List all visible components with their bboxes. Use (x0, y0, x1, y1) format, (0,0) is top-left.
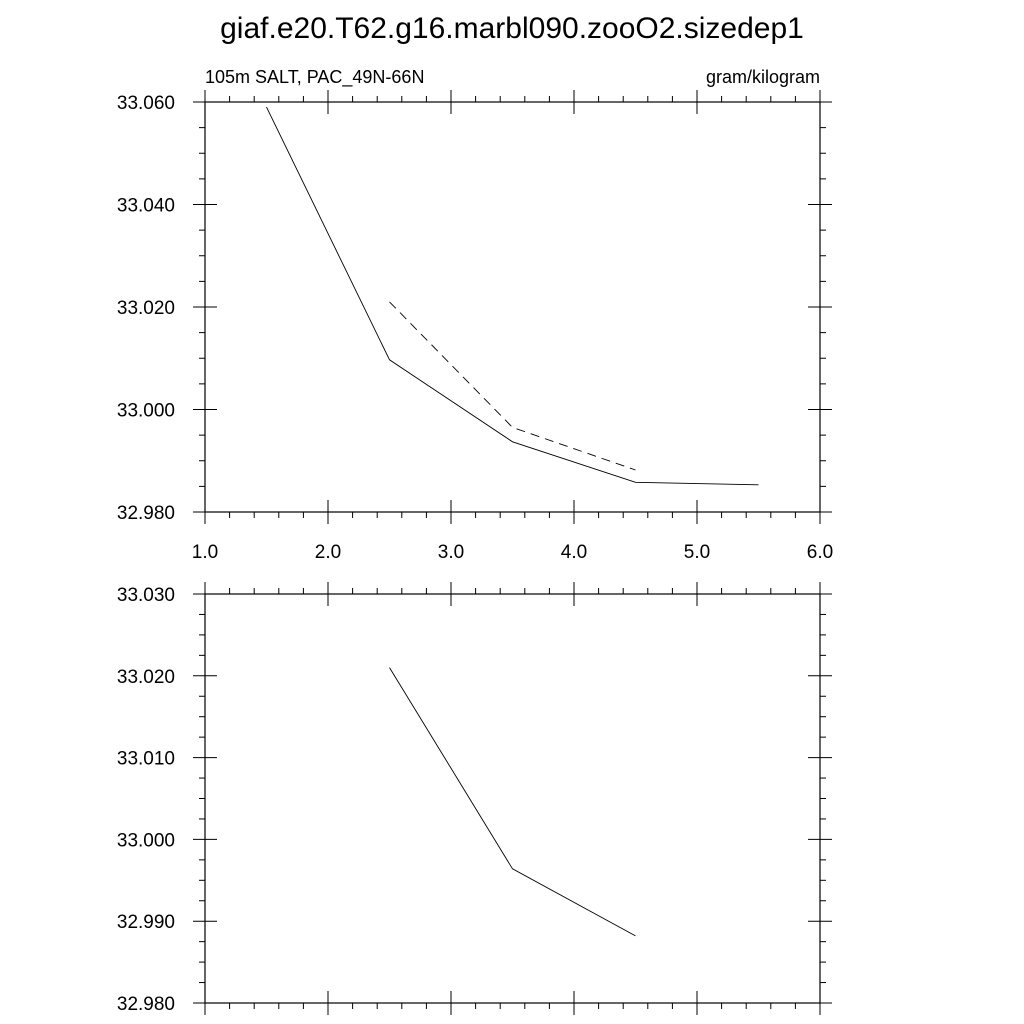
top-series-line-dashed (389, 301, 636, 471)
bottom-series-line-solid (389, 667, 636, 937)
bottom-panel: 32.980 32.990 33.000 33.010 33.020 33.030 (117, 582, 832, 1015)
top-x-tick-label: 2.0 (315, 542, 341, 563)
bottom-y-tick-label: 33.030 (117, 585, 175, 606)
chart-title: giaf.e20.T62.g16.marbl090.zooO2.sizedep1 (220, 12, 804, 45)
top-panel: 105m SALT, PAC_49N-66N gram/kilogram 32.… (117, 67, 833, 563)
top-y-tick-label: 33.020 (117, 298, 175, 319)
top-x-tick-label: 3.0 (438, 542, 464, 563)
bottom-y-tick-label: 33.000 (117, 830, 175, 851)
top-y-tick-label: 33.040 (117, 196, 175, 217)
bottom-y-tick-label: 33.020 (117, 667, 175, 688)
bottom-y-tick-label: 33.010 (117, 749, 175, 770)
top-x-tick-label: 4.0 (561, 542, 587, 563)
top-panel-left-label: 105m SALT, PAC_49N-66N (205, 67, 424, 88)
bottom-y-tick-label: 32.990 (117, 912, 175, 933)
top-x-tick-label: 1.0 (192, 542, 218, 563)
top-y-tick-label: 33.000 (117, 401, 175, 422)
top-x-tick-label: 5.0 (684, 542, 710, 563)
bottom-plot-frame (204, 593, 821, 1004)
top-y-tick-label: 33.060 (117, 93, 175, 114)
top-series-line-solid (266, 106, 759, 486)
top-y-tick-label: 32.980 (117, 503, 175, 524)
top-panel-right-label: gram/kilogram (706, 67, 820, 87)
top-plot-frame (204, 101, 821, 513)
top-x-tick-label: 6.0 (807, 542, 833, 563)
bottom-y-tick-label: 32.980 (117, 994, 175, 1015)
